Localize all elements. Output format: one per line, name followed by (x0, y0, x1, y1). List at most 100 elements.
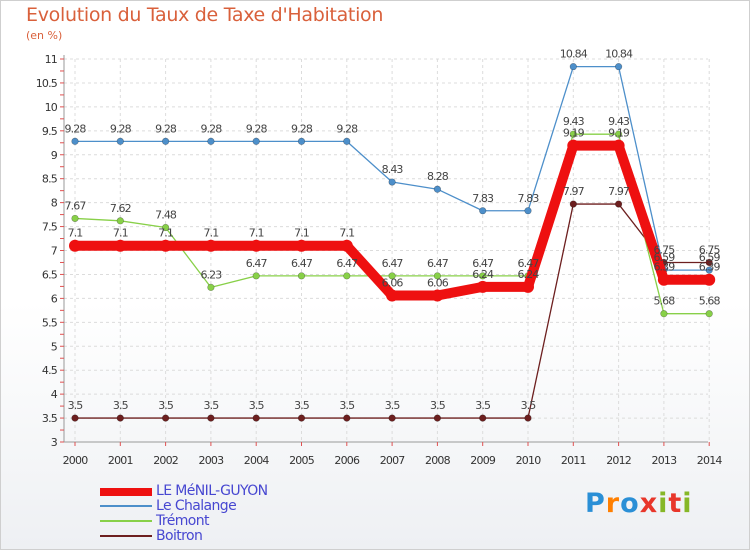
data-label: 10.84 (605, 48, 633, 61)
data-point (159, 239, 172, 252)
y-tick-label: 4.5 (42, 364, 58, 377)
data-label: 6.75 (699, 243, 721, 256)
legend-label: LE MéNIL-GUYON (156, 483, 268, 499)
chart-subtitle: (en %) (26, 29, 63, 42)
data-label: 9.19 (608, 127, 630, 140)
data-point (343, 272, 351, 280)
data-point (116, 414, 124, 422)
x-tick-label: 2014 (697, 454, 723, 467)
y-tick-label: 5 (51, 340, 58, 353)
data-point (569, 200, 577, 208)
legend-item-le-menil-guyon[interactable]: LE MéNIL-GUYON (100, 483, 360, 499)
data-point (660, 310, 668, 318)
data-label: 7.83 (518, 192, 540, 205)
data-point (340, 239, 353, 252)
data-label: 7.1 (158, 227, 173, 240)
data-label: 6.06 (427, 277, 449, 290)
y-tick-label: 9 (51, 149, 58, 162)
legend-swatch (100, 505, 152, 507)
data-point (705, 258, 713, 267)
data-label: 3.5 (339, 399, 355, 412)
data-label: 6.23 (200, 268, 222, 281)
data-point (524, 414, 532, 422)
y-tick-label: 4 (51, 388, 58, 401)
data-label: 7.67 (65, 199, 87, 212)
data-label: 6.47 (427, 257, 449, 270)
data-point (116, 137, 124, 145)
data-point (297, 414, 306, 422)
legend-swatch (100, 488, 152, 496)
data-label: 3.5 (475, 399, 491, 412)
data-point (297, 272, 306, 280)
y-tick-label: 7.5 (42, 221, 58, 234)
legend-item-le-chalange[interactable]: Le Chalange (100, 498, 360, 514)
y-tick-label: 3 (51, 436, 58, 449)
y-tick-label: 5.5 (42, 316, 58, 329)
data-point (69, 239, 81, 252)
data-label: 7.62 (110, 202, 131, 215)
legend-swatch (100, 535, 152, 537)
y-tick-label: 10 (45, 101, 58, 114)
x-tick-label: 2000 (63, 454, 89, 467)
data-point (297, 137, 306, 145)
data-label: 7.1 (339, 227, 354, 240)
data-label: 7.1 (68, 227, 83, 240)
x-tick-label: 2013 (652, 454, 678, 467)
data-label: 3.5 (204, 399, 220, 412)
logo-letter: r (605, 488, 621, 519)
legend-item-boitron[interactable]: Boitron (100, 528, 360, 544)
data-point (433, 414, 442, 422)
y-tick-label: 8 (51, 197, 58, 210)
data-point (479, 272, 487, 280)
y-tick-label: 7 (51, 245, 58, 258)
data-point (614, 200, 623, 208)
data-label: 6.47 (291, 257, 313, 270)
y-tick-label: 9.5 (42, 125, 58, 138)
data-point (252, 414, 260, 422)
data-label: 9.28 (200, 122, 222, 135)
data-point (252, 137, 260, 145)
legend-item-tremont[interactable]: Trémont (100, 513, 360, 529)
data-point (657, 273, 670, 286)
data-point (388, 272, 396, 280)
data-label: 5.68 (699, 295, 721, 308)
data-point (207, 137, 215, 145)
data-point (569, 63, 577, 71)
data-label: 6.59 (653, 251, 675, 264)
data-label: 6.06 (382, 277, 404, 290)
data-label: 7.1 (249, 227, 264, 240)
data-label: 6.75 (653, 243, 675, 256)
data-point (433, 272, 442, 280)
data-label: 8.43 (382, 163, 404, 176)
data-label: 3.5 (294, 399, 310, 412)
data-point (614, 63, 623, 71)
data-point (479, 207, 487, 215)
x-tick-label: 2007 (380, 454, 406, 467)
x-tick-label: 2011 (561, 454, 586, 467)
data-label: 5.68 (653, 295, 675, 308)
data-point (114, 239, 127, 252)
x-tick-label: 2001 (108, 454, 133, 467)
data-label: 6.24 (472, 268, 494, 281)
data-point (295, 239, 308, 252)
data-point (386, 289, 399, 302)
data-label: 9.28 (291, 122, 313, 135)
data-label: 7.1 (294, 227, 309, 240)
data-label: 3.5 (68, 399, 84, 412)
data-point (567, 139, 580, 152)
data-point (162, 414, 170, 422)
data-label: 7.83 (472, 192, 494, 205)
logo-letter: x (639, 488, 659, 519)
x-tick-label: 2003 (199, 454, 225, 467)
data-label: 9.19 (563, 127, 585, 140)
data-label: 3.5 (113, 399, 129, 412)
data-point (116, 217, 124, 225)
data-label: 3.5 (521, 399, 537, 412)
proxiti-logo: Proxiti (585, 488, 693, 519)
data-label: 7.1 (113, 227, 128, 240)
data-point (614, 130, 623, 138)
chart-title: Evolution du Taux de Taxe d'Habitation (26, 4, 384, 26)
data-label: 6.39 (653, 261, 675, 274)
data-point (569, 130, 577, 138)
